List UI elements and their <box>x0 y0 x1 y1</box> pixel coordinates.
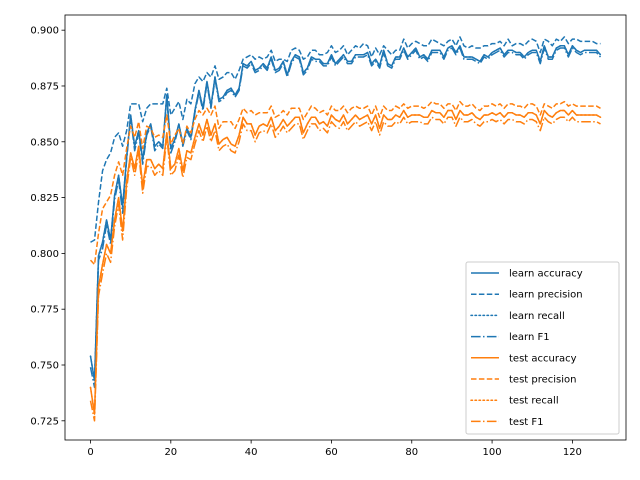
legend-label: test accuracy <box>509 353 577 364</box>
x-tick-label: 60 <box>325 447 338 458</box>
x-tick-label: 0 <box>87 447 93 458</box>
y-tick-label: 0.875 <box>30 81 59 92</box>
series-layer <box>89 36 602 422</box>
series-line-test-F1 <box>89 116 601 422</box>
y-tick-label: 0.750 <box>30 361 59 372</box>
x-tick-label: 40 <box>245 447 258 458</box>
legend-label: test precision <box>509 375 577 386</box>
y-tick-label: 0.850 <box>30 137 59 148</box>
legend-label: learn F1 <box>509 332 550 343</box>
plot-frame <box>64 14 627 441</box>
y-tick-label: 0.900 <box>30 26 59 37</box>
legend-label: learn precision <box>509 290 583 301</box>
y-tick-label: 0.800 <box>30 249 59 260</box>
x-tick-label: 100 <box>483 447 502 458</box>
series-line-learn-precision <box>90 36 601 243</box>
series-line-learn-F1 <box>89 47 602 389</box>
series-line-test-precision <box>89 100 601 266</box>
y-tick-label: 0.775 <box>30 305 59 316</box>
series-line-test-recall <box>89 109 602 415</box>
axes-layer: 0 20 40 60 80 100 120 0.725 0.750 0.775 0.800 0.825… <box>30 14 627 458</box>
x-tick-label: 120 <box>563 447 582 458</box>
legend-label: test recall <box>509 396 559 407</box>
y-tick-label: 0.825 <box>30 193 59 204</box>
x-tick-label: 80 <box>405 447 418 458</box>
legend: learn accuracy learn precision learn recal… <box>465 261 620 435</box>
legend-label: learn recall <box>509 311 565 322</box>
legend-label: test F1 <box>509 417 544 428</box>
legend-label: learn accuracy <box>509 269 583 280</box>
legend-box <box>465 261 620 435</box>
y-tick-label: 0.725 <box>30 416 59 427</box>
x-tick-label: 20 <box>164 447 177 458</box>
